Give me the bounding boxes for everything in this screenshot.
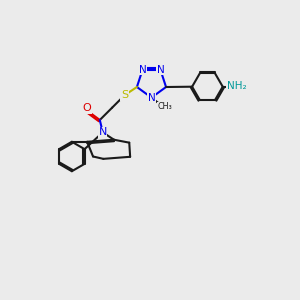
Text: N: N (99, 128, 107, 137)
Text: N: N (148, 93, 155, 103)
Text: NH₂: NH₂ (227, 81, 246, 91)
Text: O: O (83, 103, 92, 113)
Text: N: N (157, 65, 164, 75)
Text: N: N (139, 65, 146, 75)
Text: S: S (121, 90, 128, 100)
Text: CH₃: CH₃ (158, 102, 172, 111)
